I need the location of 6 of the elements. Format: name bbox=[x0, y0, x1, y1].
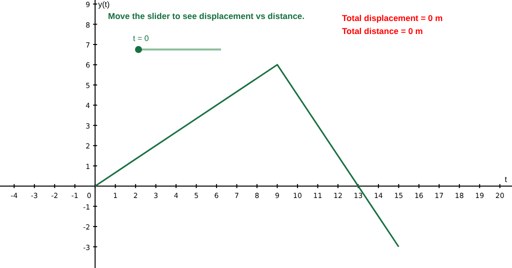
annotation: Total displacement = 0 m bbox=[342, 13, 443, 23]
annotation: Total distance = 0 m bbox=[342, 26, 423, 36]
y-axis-title: y(t) bbox=[98, 0, 110, 9]
text: Move the slider to see displacement vs distance. bbox=[108, 11, 305, 21]
annotation: t = 0 bbox=[133, 34, 149, 43]
x-axis-title: t bbox=[504, 175, 507, 184]
